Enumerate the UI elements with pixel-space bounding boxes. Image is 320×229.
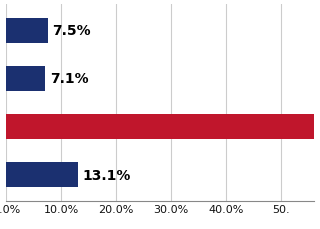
Text: 7.5%: 7.5% bbox=[52, 24, 91, 38]
Bar bbox=[6, 163, 78, 188]
Text: 7.1%: 7.1% bbox=[50, 72, 88, 86]
Bar bbox=[6, 114, 320, 139]
Bar bbox=[6, 19, 48, 44]
Bar bbox=[6, 67, 45, 92]
Text: 13.1%: 13.1% bbox=[83, 168, 131, 182]
